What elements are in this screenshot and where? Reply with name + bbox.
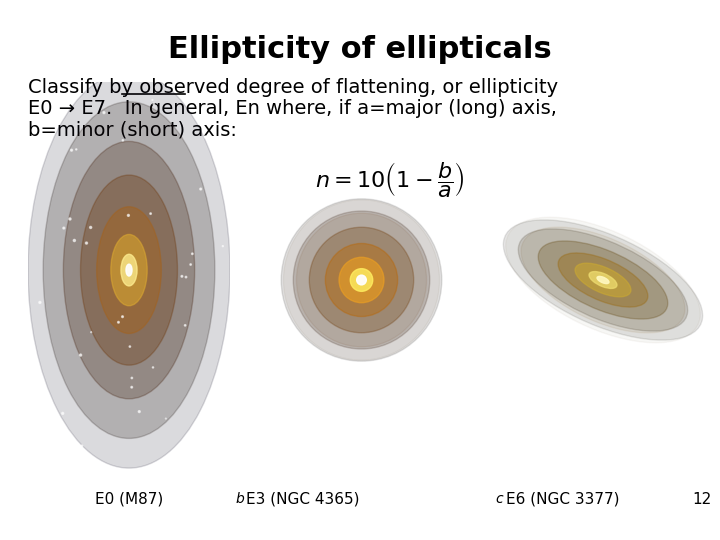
Point [148, 363, 159, 372]
Circle shape [111, 234, 147, 306]
Point [76, 442, 88, 450]
Circle shape [63, 141, 194, 399]
Ellipse shape [339, 257, 384, 303]
Point [218, 157, 230, 165]
Circle shape [81, 175, 177, 365]
Point [124, 342, 135, 351]
Ellipse shape [597, 276, 609, 284]
Text: E6 (NGC 3377): E6 (NGC 3377) [506, 492, 619, 507]
Text: 12: 12 [693, 492, 712, 507]
Circle shape [28, 72, 230, 468]
Point [203, 427, 215, 436]
Ellipse shape [589, 272, 617, 288]
Point [81, 239, 92, 247]
Ellipse shape [310, 227, 414, 333]
Point [98, 109, 109, 117]
Point [28, 124, 40, 132]
Point [117, 312, 128, 321]
Point [160, 414, 171, 423]
Ellipse shape [575, 263, 631, 297]
Ellipse shape [325, 244, 397, 316]
Point [185, 260, 197, 269]
Text: b: b [235, 492, 244, 506]
Point [85, 223, 96, 232]
Point [148, 100, 160, 109]
Point [28, 429, 40, 438]
Point [64, 215, 76, 224]
Point [66, 146, 77, 154]
Text: E0 (M87): E0 (M87) [95, 492, 163, 507]
Text: E0 → E7.  In general, En where, if a=major (long) axis,: E0 → E7. In general, En where, if a=majo… [28, 99, 557, 118]
Point [126, 383, 138, 391]
Ellipse shape [282, 199, 442, 361]
Point [186, 249, 198, 258]
Point [86, 328, 97, 336]
Ellipse shape [518, 229, 688, 331]
Text: Classify by observed degree of flattening, or ellipticity: Classify by observed degree of flattenin… [28, 78, 558, 97]
Point [147, 96, 158, 104]
Ellipse shape [503, 220, 703, 340]
Circle shape [96, 207, 161, 334]
Point [145, 210, 156, 218]
Ellipse shape [350, 268, 373, 292]
Text: Ellipticity of ellipticals: Ellipticity of ellipticals [168, 35, 552, 64]
Ellipse shape [284, 200, 440, 360]
Point [126, 374, 138, 382]
Point [68, 236, 80, 245]
Point [133, 407, 145, 416]
Ellipse shape [558, 253, 648, 307]
Point [58, 224, 70, 232]
Text: c: c [495, 492, 503, 506]
Ellipse shape [356, 275, 366, 285]
Point [199, 133, 211, 141]
Point [217, 242, 228, 251]
Point [30, 135, 41, 144]
Point [71, 145, 82, 154]
Ellipse shape [293, 211, 430, 349]
Point [180, 273, 192, 281]
Point [195, 185, 207, 193]
Circle shape [126, 264, 132, 276]
Point [113, 318, 125, 327]
Point [34, 298, 45, 307]
Circle shape [121, 254, 137, 286]
Point [122, 211, 134, 220]
Text: $n = 10\left(1 - \dfrac{b}{a}\right)$: $n = 10\left(1 - \dfrac{b}{a}\right)$ [315, 160, 465, 199]
Circle shape [43, 102, 215, 438]
Ellipse shape [297, 213, 426, 347]
Point [36, 407, 48, 416]
Point [75, 351, 86, 360]
Point [176, 272, 188, 281]
Point [57, 409, 68, 418]
Text: b=minor (short) axis:: b=minor (short) axis: [28, 120, 237, 139]
Text: E3 (NGC 4365): E3 (NGC 4365) [246, 492, 359, 507]
Ellipse shape [539, 241, 667, 319]
Point [117, 136, 129, 145]
Point [179, 321, 191, 330]
Ellipse shape [521, 227, 685, 333]
